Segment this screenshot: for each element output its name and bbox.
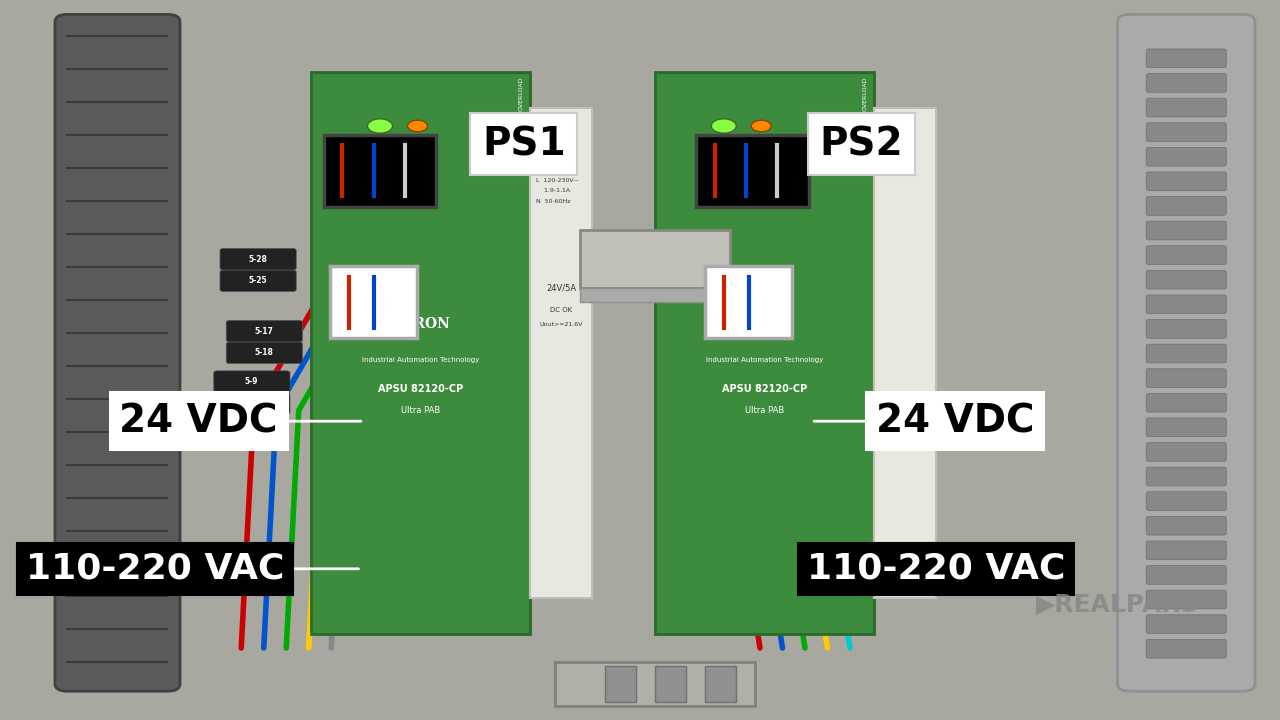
Text: 24V/5A: 24V/5A bbox=[547, 284, 576, 292]
FancyBboxPatch shape bbox=[1147, 221, 1226, 240]
Text: APSU 82120-CP: APSU 82120-CP bbox=[722, 384, 806, 394]
FancyBboxPatch shape bbox=[1147, 246, 1226, 264]
FancyBboxPatch shape bbox=[227, 342, 302, 364]
FancyBboxPatch shape bbox=[1147, 122, 1226, 141]
Text: 5-17: 5-17 bbox=[255, 327, 273, 336]
Text: PS1: PS1 bbox=[483, 125, 566, 163]
Text: 24 VDC: 24 VDC bbox=[876, 402, 1034, 440]
Text: DC OK: DC OK bbox=[518, 134, 524, 154]
FancyBboxPatch shape bbox=[1147, 418, 1226, 436]
Text: ▶REALPARS: ▶REALPARS bbox=[1036, 593, 1199, 617]
Text: 5-28: 5-28 bbox=[248, 255, 268, 264]
Text: Uout>=21.6V: Uout>=21.6V bbox=[540, 322, 582, 326]
Bar bbox=[556, 662, 755, 706]
FancyBboxPatch shape bbox=[1147, 492, 1226, 510]
Text: ABRON: ABRON bbox=[392, 317, 451, 331]
FancyBboxPatch shape bbox=[1147, 49, 1226, 68]
FancyBboxPatch shape bbox=[1147, 639, 1226, 658]
FancyBboxPatch shape bbox=[214, 392, 291, 414]
Bar bbox=[530, 108, 593, 598]
FancyBboxPatch shape bbox=[214, 371, 291, 392]
Circle shape bbox=[751, 120, 772, 132]
Text: 5-6: 5-6 bbox=[244, 399, 259, 408]
Circle shape bbox=[714, 154, 733, 166]
FancyBboxPatch shape bbox=[705, 266, 792, 338]
FancyBboxPatch shape bbox=[1147, 98, 1226, 117]
Text: OVERLOAD: OVERLOAD bbox=[863, 76, 868, 111]
FancyBboxPatch shape bbox=[1147, 73, 1226, 92]
FancyBboxPatch shape bbox=[1147, 467, 1226, 486]
FancyBboxPatch shape bbox=[1147, 516, 1226, 535]
Bar bbox=[655, 72, 874, 634]
FancyBboxPatch shape bbox=[330, 266, 417, 338]
FancyBboxPatch shape bbox=[1147, 443, 1226, 462]
Text: 5-18: 5-18 bbox=[255, 348, 273, 357]
Text: L  120-230V~: L 120-230V~ bbox=[536, 178, 579, 182]
Text: 110-220 VAC: 110-220 VAC bbox=[26, 552, 284, 586]
FancyBboxPatch shape bbox=[1147, 148, 1226, 166]
Text: 5-9: 5-9 bbox=[244, 377, 259, 386]
Text: APSU 82120-CP: APSU 82120-CP bbox=[378, 384, 463, 394]
Text: Industrial Automation Technology: Industrial Automation Technology bbox=[705, 357, 823, 363]
FancyBboxPatch shape bbox=[1147, 270, 1226, 289]
FancyBboxPatch shape bbox=[324, 135, 436, 207]
FancyBboxPatch shape bbox=[1147, 590, 1226, 609]
FancyBboxPatch shape bbox=[1117, 14, 1254, 691]
Bar bbox=[605, 666, 636, 702]
FancyBboxPatch shape bbox=[1147, 615, 1226, 634]
Text: 5-25: 5-25 bbox=[248, 276, 266, 285]
Bar bbox=[705, 666, 736, 702]
Text: 23-27.5V: 23-27.5V bbox=[383, 153, 415, 159]
Text: ABRON: ABRON bbox=[735, 317, 794, 331]
Circle shape bbox=[367, 119, 393, 133]
FancyBboxPatch shape bbox=[55, 14, 180, 691]
Text: 23-27.5V: 23-27.5V bbox=[727, 153, 758, 159]
FancyBboxPatch shape bbox=[1147, 320, 1226, 338]
Circle shape bbox=[407, 120, 428, 132]
FancyBboxPatch shape bbox=[1147, 369, 1226, 387]
Text: 24 VDC: 24 VDC bbox=[119, 402, 278, 440]
FancyBboxPatch shape bbox=[1147, 566, 1226, 585]
Bar bbox=[874, 108, 936, 598]
FancyBboxPatch shape bbox=[1147, 393, 1226, 412]
Bar bbox=[580, 230, 730, 288]
FancyBboxPatch shape bbox=[1147, 344, 1226, 363]
FancyBboxPatch shape bbox=[1147, 172, 1226, 191]
FancyBboxPatch shape bbox=[1147, 197, 1226, 215]
Text: PS2: PS2 bbox=[819, 125, 904, 163]
Circle shape bbox=[370, 154, 390, 166]
FancyBboxPatch shape bbox=[227, 320, 302, 342]
Bar bbox=[655, 666, 686, 702]
FancyBboxPatch shape bbox=[696, 135, 809, 207]
Text: Ultra PAB: Ultra PAB bbox=[745, 406, 783, 415]
FancyBboxPatch shape bbox=[1147, 541, 1226, 559]
Text: DC OK: DC OK bbox=[550, 307, 572, 312]
FancyBboxPatch shape bbox=[220, 248, 296, 270]
Text: 110-220 VAC: 110-220 VAC bbox=[808, 552, 1065, 586]
FancyBboxPatch shape bbox=[220, 270, 296, 292]
Text: DC OK: DC OK bbox=[863, 134, 868, 154]
Bar bbox=[580, 288, 730, 302]
Bar bbox=[311, 72, 530, 634]
Text: OVERLOAD: OVERLOAD bbox=[518, 76, 524, 111]
Text: Ultra PAB: Ultra PAB bbox=[401, 406, 440, 415]
Text: N  50-60Hz: N 50-60Hz bbox=[536, 199, 571, 204]
Text: 1.9-1.1A: 1.9-1.1A bbox=[536, 189, 571, 193]
Text: Industrial Automation Technology: Industrial Automation Technology bbox=[362, 357, 479, 363]
FancyBboxPatch shape bbox=[1147, 295, 1226, 314]
Circle shape bbox=[712, 119, 736, 133]
